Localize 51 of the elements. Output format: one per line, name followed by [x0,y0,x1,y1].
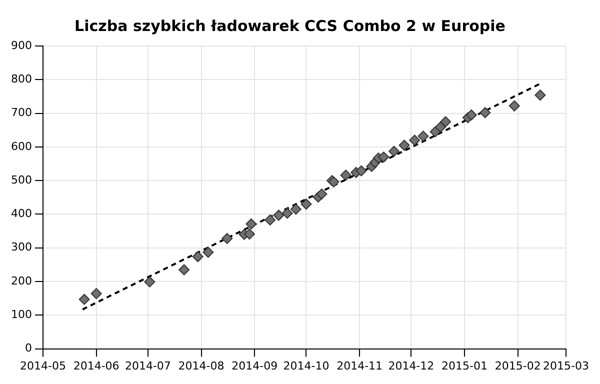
point [222,232,233,244]
point [300,198,312,210]
point [340,170,352,181]
y-tick-label: 0 [24,342,32,355]
point [534,90,546,101]
point [388,146,400,157]
y-tick-label: 300 [10,240,32,254]
point [356,165,367,176]
y-tick-label: 200 [10,274,32,288]
point [273,210,284,221]
x-tick-label: 2014-11 [336,359,383,372]
point [90,288,102,300]
point [316,188,328,200]
point [440,116,452,128]
point [290,204,302,215]
y-tick-label: 900 [10,38,32,52]
y-tick-label: 800 [10,72,32,86]
point [192,251,204,262]
x-tick-label: 2014-12 [388,359,434,372]
y-tick-label: 500 [10,173,32,186]
point [202,246,214,258]
x-tick-label: 2014-09 [232,359,278,372]
point [178,264,190,276]
x-tick-label: 2014-08 [178,359,224,372]
point [282,208,293,219]
point [434,122,446,133]
x-tick-label: 2015-01 [442,359,488,372]
x-tick-label: 2014-06 [73,359,120,372]
point [244,228,255,240]
point [418,130,429,142]
y-tick-label: 700 [10,106,32,120]
x-tick-label: 2015-02 [494,359,541,372]
point [398,140,410,151]
chart-title: Liczba szybkich ładowarek CCS Combo 2 w Europie [74,16,506,35]
point [480,107,491,118]
x-tick-label: 2014-10 [283,359,330,372]
point [378,152,390,163]
x-tick-label: 2014-05 [20,359,66,372]
point [144,276,156,288]
y-tick-label: 400 [10,207,32,220]
point [78,294,90,305]
x-tick-label: 2015-03 [543,359,590,372]
x-tick-label: 2014-07 [124,359,171,372]
point [508,100,520,112]
y-tick-label: 100 [10,308,32,322]
point [246,218,257,230]
point [264,214,276,226]
point [466,109,477,120]
point [430,126,441,138]
y-tick-label: 600 [10,140,32,153]
point [409,134,420,146]
